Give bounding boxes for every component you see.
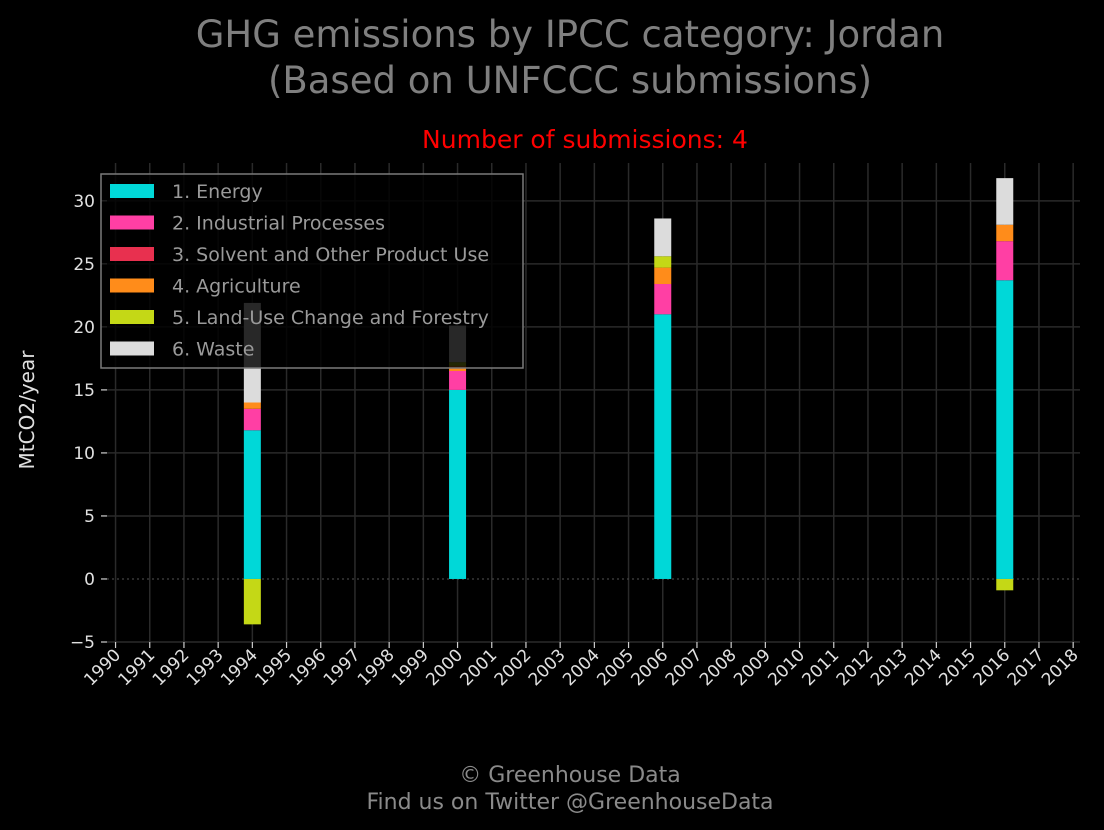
x-tick-label-1999: 1999 (388, 645, 433, 690)
chart-subtitle: Number of submissions: 4 (422, 125, 748, 154)
legend-swatch-6 (110, 341, 154, 356)
y-tick-label-3: 10 (73, 444, 95, 464)
y-tick-label-7: 30 (73, 192, 95, 212)
x-tick-label-1995: 1995 (251, 645, 296, 690)
x-tick-label-2014: 2014 (901, 645, 946, 690)
x-tick-label-1994: 1994 (217, 645, 262, 690)
x-tick-label-2000: 2000 (422, 645, 467, 690)
legend-swatch-1 (110, 184, 154, 198)
x-tick-label-2015: 2015 (935, 645, 980, 690)
legend-swatch-5 (110, 310, 154, 324)
x-tick-label-1998: 1998 (354, 645, 399, 690)
footer-twitter: Find us on Twitter @GreenhouseData (366, 790, 773, 815)
bar-1994-series-5 (243, 578, 261, 625)
bar-2016-series-5 (996, 578, 1014, 591)
x-tick-label-2009: 2009 (730, 645, 775, 690)
y-tick-label-2: 5 (84, 507, 95, 527)
bar-2000-series-1 (449, 389, 467, 579)
footer-copyright: © Greenhouse Data (459, 763, 680, 788)
x-tick-label-1993: 1993 (183, 645, 228, 690)
bar-1994-series-2 (243, 408, 261, 431)
x-tick-label-2018: 2018 (1038, 645, 1083, 690)
bars (243, 178, 1014, 625)
x-tick-label-2004: 2004 (559, 645, 604, 690)
bar-2016-series-6 (996, 178, 1014, 225)
legend-swatch-4 (110, 278, 154, 293)
x-tick-label-1992: 1992 (149, 645, 194, 690)
legend-swatch-3 (110, 247, 154, 261)
x-tick-label-2011: 2011 (799, 645, 844, 690)
legend-label-1: 1. Energy (172, 181, 263, 203)
bar-2016-series-4 (996, 224, 1014, 242)
x-tick-label-2008: 2008 (696, 645, 741, 690)
y-tick-label-4: 15 (73, 381, 95, 401)
x-tick-label-2003: 2003 (525, 645, 570, 690)
legend-label-5: 5. Land-Use Change and Forestry (172, 307, 489, 329)
bar-2016-series-1 (996, 280, 1014, 579)
chart-title-line-2: (Based on UNFCCC submissions) (268, 59, 872, 102)
x-tick-label-1997: 1997 (320, 645, 365, 690)
x-tick-label-2016: 2016 (970, 645, 1015, 690)
x-tick-label-2017: 2017 (1004, 645, 1049, 690)
bar-2006-series-5 (654, 256, 672, 268)
y-tick-label-1: 0 (84, 570, 95, 590)
y-tick-label-6: 25 (73, 255, 95, 275)
x-tick-label-2010: 2010 (764, 645, 809, 690)
x-tick-label-2001: 2001 (457, 645, 502, 690)
y-tick-label-5: 20 (73, 318, 95, 338)
legend-label-3: 3. Solvent and Other Product Use (172, 244, 489, 266)
bar-2006-series-6 (654, 218, 672, 257)
x-tick-label-2002: 2002 (491, 645, 536, 690)
x-tick-label-2007: 2007 (662, 645, 707, 690)
bar-2006-series-2 (654, 284, 672, 315)
legend-label-6: 6. Waste (172, 339, 254, 361)
chart-title-line-1: GHG emissions by IPCC category: Jordan (196, 13, 945, 56)
x-tick-label-1991: 1991 (115, 645, 160, 690)
legend: 1. Energy 2. Industrial Processes 3. Solve… (100, 173, 524, 369)
x-tick-label-2005: 2005 (593, 645, 638, 690)
bar-2016-series-2 (996, 241, 1014, 281)
bar-2006-series-1 (654, 314, 672, 579)
bar-1994-series-1 (243, 430, 261, 579)
legend-label-2: 2. Industrial Processes (172, 213, 385, 235)
y-axis-label: MtCO2/year (15, 350, 39, 470)
x-tick-label-2006: 2006 (628, 645, 673, 690)
legend-box (100, 173, 524, 369)
x-tick-label-2013: 2013 (867, 645, 912, 690)
legend-swatch-2 (110, 215, 154, 230)
x-tick-label-2012: 2012 (833, 645, 878, 690)
x-tick-label-1996: 1996 (286, 645, 331, 690)
bar-2000-series-2 (449, 370, 467, 390)
bar-1994-series-4 (243, 402, 261, 409)
y-tick-label-0: −5 (70, 633, 95, 653)
legend-label-4: 4. Agriculture (172, 276, 301, 298)
bar-2006-series-4 (654, 267, 672, 285)
